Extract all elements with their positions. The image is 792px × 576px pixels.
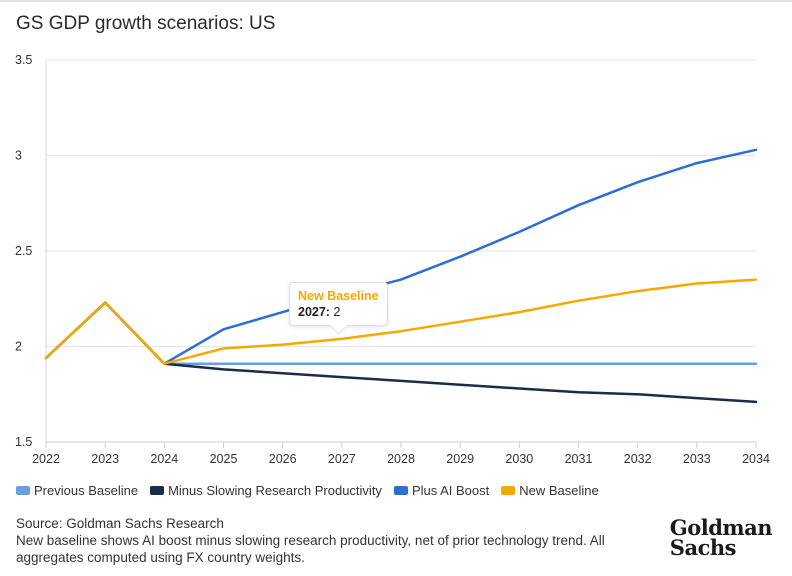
x-tick-label: 2022 <box>32 452 60 466</box>
chart-legend: Previous Baseline Minus Slowing Research … <box>16 483 599 498</box>
legend-item[interactable]: Plus AI Boost <box>393 483 490 498</box>
line-chart: 1.5 2 2.5 3 3.5 2022 2023 2024 2025 2026 2027 2028 2… <box>15 53 770 466</box>
legend-label: Previous Baseline <box>34 483 139 498</box>
legend-item[interactable]: Previous Baseline <box>16 483 138 498</box>
legend-label: Plus AI Boost <box>411 483 490 498</box>
x-tick-label: 2031 <box>565 452 593 466</box>
x-tick-label: 2027 <box>328 452 356 466</box>
chart-title: GS GDP growth scenarios: US <box>16 13 276 34</box>
x-tick-label: 2034 <box>742 452 770 466</box>
y-tick-label: 2 <box>15 340 22 354</box>
goldman-sachs-logo: Goldman Sachs <box>669 515 773 560</box>
series-line-new-baseline <box>44 278 758 365</box>
legend-swatch <box>393 486 408 495</box>
x-tick-label: 2029 <box>446 452 474 466</box>
x-tick-label: 2026 <box>269 452 297 466</box>
x-tick-label: 2032 <box>624 452 652 466</box>
legend-label: New Baseline <box>519 483 599 498</box>
tooltip-series-name: New Baseline <box>298 289 379 303</box>
legend-label: Minus Slowing Research Productivity <box>168 483 382 498</box>
tooltip-value: 2 <box>333 305 341 319</box>
legend-swatch <box>501 486 516 495</box>
chart-footer: Source: Goldman Sachs Research New basel… <box>16 515 656 566</box>
footnote-text: New baseline shows AI boost minus slowin… <box>16 533 605 565</box>
legend-item[interactable]: Minus Slowing Research Productivity <box>150 483 382 498</box>
y-tick-label: 2.5 <box>15 244 32 258</box>
logo-line-2: Sachs <box>669 535 737 560</box>
x-tick-label: 2033 <box>683 452 711 466</box>
top-border <box>0 0 792 2</box>
x-tick-label: 2025 <box>210 452 238 466</box>
y-tick-label: 1.5 <box>15 435 32 449</box>
source-text: Source: Goldman Sachs Research <box>16 516 224 531</box>
legend-item[interactable]: New Baseline <box>501 483 599 498</box>
tooltip-label: 2027: <box>298 305 330 319</box>
logo-line-1: Goldman <box>669 515 773 540</box>
legend-swatch <box>150 486 165 495</box>
x-tick-label: 2023 <box>91 452 119 466</box>
x-tick-label: 2024 <box>150 452 178 466</box>
x-tick-label: 2030 <box>505 452 533 466</box>
x-tick-label: 2028 <box>387 452 415 466</box>
series-line-previous-baseline <box>44 301 758 365</box>
y-tick-label: 3 <box>15 149 22 163</box>
y-tick-label: 3.5 <box>15 53 32 67</box>
chart-tooltip: New Baseline 2027: 2 <box>289 282 388 326</box>
legend-swatch <box>16 486 30 495</box>
